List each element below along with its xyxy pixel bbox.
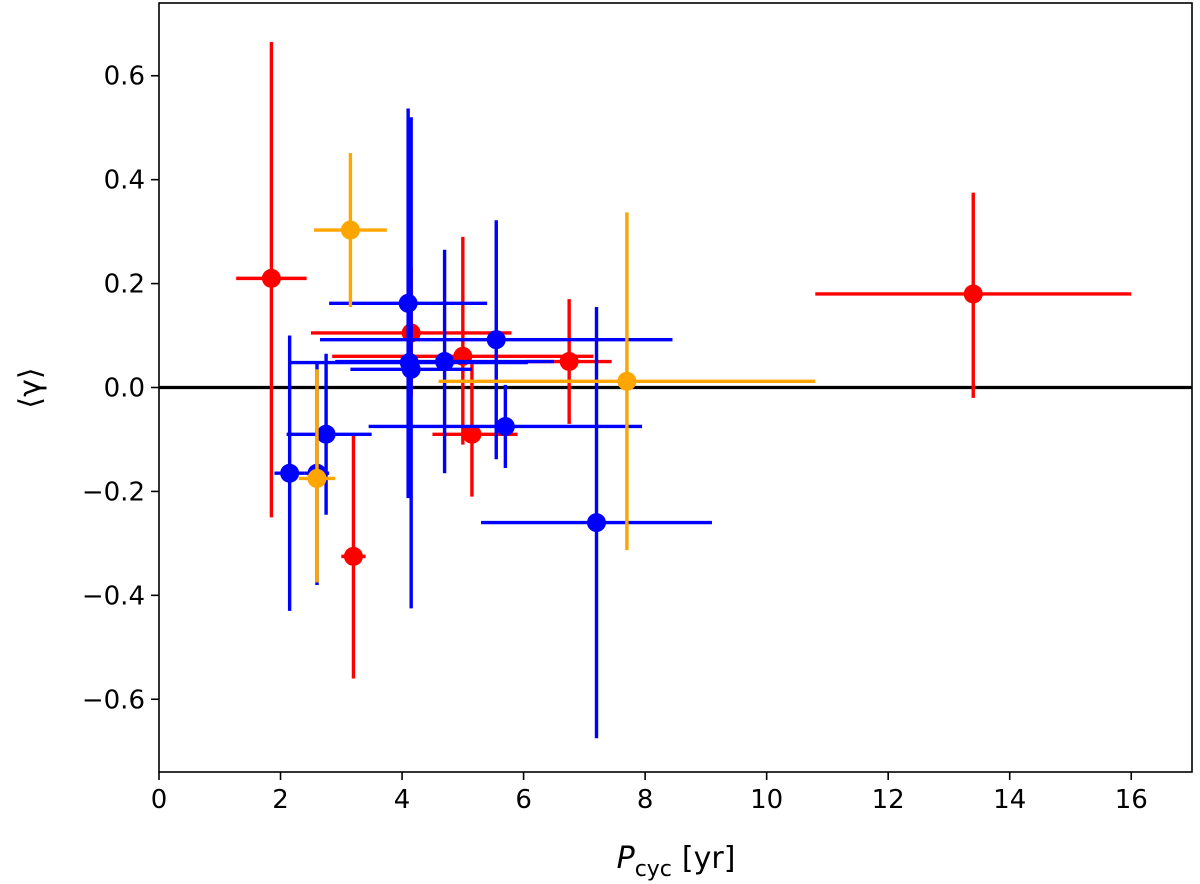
x-tick-label: 2 (272, 785, 289, 815)
data-point (617, 371, 637, 391)
data-point (340, 220, 360, 240)
x-axis-label: Pcyc [yr] (617, 841, 736, 882)
data-points-group (236, 41, 1132, 739)
x-axis-label-sub: cyc (635, 857, 672, 882)
data-point (495, 416, 515, 436)
y-tick-label: 0.6 (104, 62, 145, 92)
x-tick-label: 6 (515, 785, 532, 815)
data-point (307, 468, 327, 488)
y-tick-label: 0.0 (104, 374, 145, 404)
data-point (435, 352, 455, 372)
data-point (559, 352, 579, 372)
x-tick-label: 0 (151, 785, 168, 815)
series-blue (274, 108, 712, 739)
series-orange (298, 153, 816, 583)
x-tick-label: 14 (993, 785, 1026, 815)
y-tick-label: 0.4 (104, 166, 145, 196)
y-axis-label: ⟨γ⟩ (13, 367, 48, 408)
data-point (343, 546, 363, 566)
data-point (486, 330, 506, 350)
x-tick-label: 12 (872, 785, 905, 815)
y-tick-label: −0.6 (82, 685, 145, 715)
y-axis-ticks: 0.6 0.4 0.2 0.0 −0.2 −0.4 −0.6 (82, 62, 159, 715)
x-axis-label-unit: [yr] (682, 841, 736, 876)
data-point (261, 268, 281, 288)
y-tick-label: −0.4 (82, 581, 145, 611)
x-tick-label: 8 (637, 785, 654, 815)
data-point (462, 424, 482, 444)
y-tick-label: −0.2 (82, 477, 145, 507)
y-tick-label: 0.2 (104, 270, 145, 300)
x-axis-ticks: 0 2 4 6 8 10 12 14 16 (151, 772, 1148, 815)
data-point (316, 424, 336, 444)
x-tick-label: 16 (1115, 785, 1148, 815)
data-point (963, 284, 983, 304)
data-point (401, 359, 421, 379)
data-point (587, 513, 607, 533)
x-tick-label: 4 (394, 785, 411, 815)
x-axis-label-main: P (617, 841, 636, 876)
data-point (280, 463, 300, 483)
x-tick-label: 10 (750, 785, 783, 815)
